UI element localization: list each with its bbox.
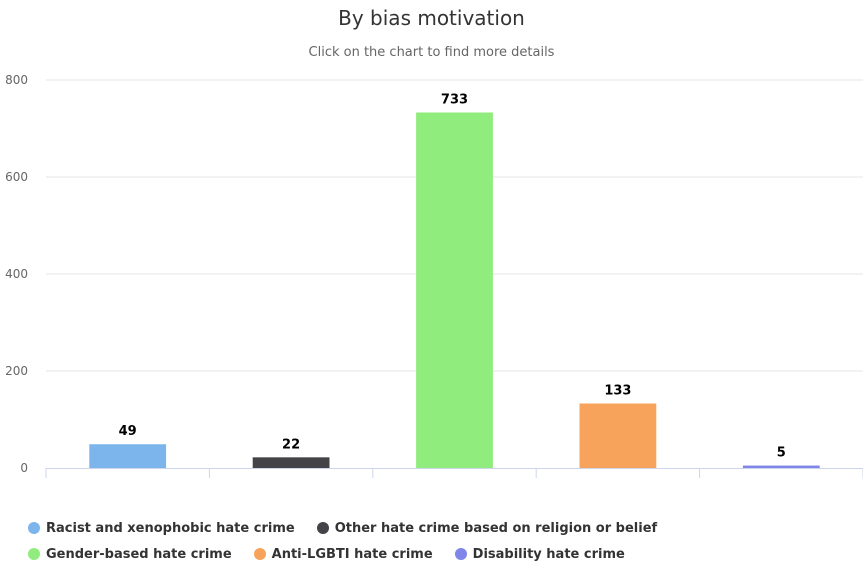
legend-swatch — [253, 548, 266, 560]
legend-item[interactable]: Other hate crime based on religion or be… — [316, 518, 658, 538]
legend-label: Racist and xenophobic hate crime — [46, 520, 295, 536]
legend-item[interactable]: Gender-based hate crime — [28, 544, 232, 564]
legend-label: Other hate crime based on religion or be… — [334, 520, 658, 536]
y-tick-label: 400 — [5, 267, 28, 281]
chart-legend: Racist and xenophobic hate crime Other ha… — [28, 518, 858, 564]
legend-swatch — [28, 522, 40, 534]
bar[interactable] — [89, 444, 167, 468]
legend-item[interactable]: Disability hate crime — [454, 544, 625, 564]
legend-label: Anti-LGBTI hate crime — [271, 546, 433, 562]
bar[interactable] — [252, 457, 330, 468]
chart-title: By bias motivation — [338, 6, 525, 30]
legend-item[interactable]: Racist and xenophobic hate crime — [28, 518, 295, 538]
y-tick-label: 0 — [20, 461, 28, 475]
data-label: 5 — [777, 446, 786, 461]
legend-swatch — [454, 548, 467, 560]
bar[interactable] — [579, 403, 657, 468]
bar[interactable] — [416, 112, 493, 469]
data-label: 733 — [441, 92, 468, 107]
y-tick-label: 800 — [5, 73, 28, 87]
data-label: 22 — [282, 437, 300, 452]
legend-label: Gender-based hate crime — [46, 546, 232, 562]
legend-label: Disability hate crime — [472, 546, 625, 562]
legend-item[interactable]: Anti-LGBTI hate crime — [253, 544, 433, 564]
bar-chart[interactable]: 0 200 400 600 800 49 22 733 133 5 — [0, 0, 863, 500]
data-label: 133 — [604, 383, 631, 398]
bar[interactable] — [742, 465, 820, 468]
data-label: 49 — [119, 424, 137, 439]
chart-subtitle: Click on the chart to find more details — [308, 45, 555, 60]
legend-swatch — [28, 548, 40, 560]
y-tick-label: 600 — [5, 170, 28, 184]
y-tick-label: 200 — [5, 364, 28, 378]
legend-swatch — [316, 522, 329, 534]
